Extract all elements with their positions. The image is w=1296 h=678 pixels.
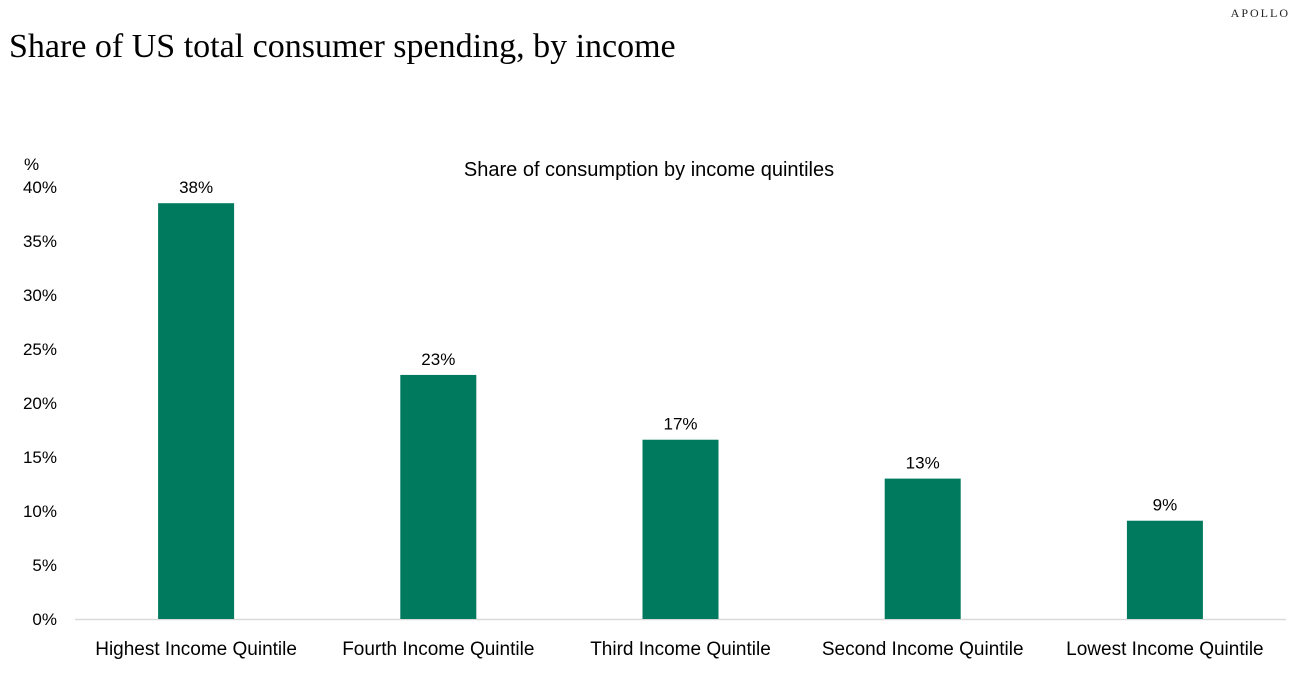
bars-group	[158, 203, 1203, 619]
y-tick-label: 35%	[23, 232, 57, 251]
y-tick-label: 10%	[23, 502, 57, 521]
bar	[400, 374, 477, 619]
y-tick-label: 30%	[23, 286, 57, 305]
y-axis-unit-label: %	[24, 155, 39, 174]
data-label: 13%	[906, 454, 940, 473]
x-tick-label: Lowest Income Quintile	[1066, 639, 1264, 660]
x-axis-labels: Highest Income Quintile Fourth Income Qui…	[95, 639, 1263, 660]
x-tick-label: Fourth Income Quintile	[342, 639, 534, 660]
x-tick-label: Second Income Quintile	[822, 639, 1024, 660]
x-tick-label: Third Income Quintile	[590, 639, 771, 660]
page-title: Share of US total consumer spending, by …	[9, 28, 676, 65]
y-tick-label: 25%	[23, 340, 57, 359]
y-tick-label: 5%	[32, 556, 57, 575]
y-tick-label: 0%	[32, 610, 57, 629]
y-tick-label: 20%	[23, 394, 57, 413]
data-labels-group: 38% 23% 17% 13% 9%	[179, 178, 1177, 515]
x-tick-label: Highest Income Quintile	[95, 639, 297, 660]
brand-logo: APOLLO	[1230, 6, 1290, 20]
data-label: 38%	[179, 178, 213, 197]
y-tick-label: 15%	[23, 448, 57, 467]
chart-title: Share of consumption by income quintiles	[464, 159, 834, 181]
data-label: 23%	[421, 350, 455, 369]
bar	[158, 203, 235, 619]
data-label: 9%	[1153, 496, 1178, 515]
bar	[1126, 520, 1203, 619]
bar	[642, 439, 719, 619]
y-axis-ticks: 0% 5% 10% 15% 20% 25% 30% 35% 40%	[23, 178, 57, 629]
bar	[884, 478, 961, 619]
data-label: 17%	[663, 415, 697, 434]
y-tick-label: 40%	[23, 178, 57, 197]
